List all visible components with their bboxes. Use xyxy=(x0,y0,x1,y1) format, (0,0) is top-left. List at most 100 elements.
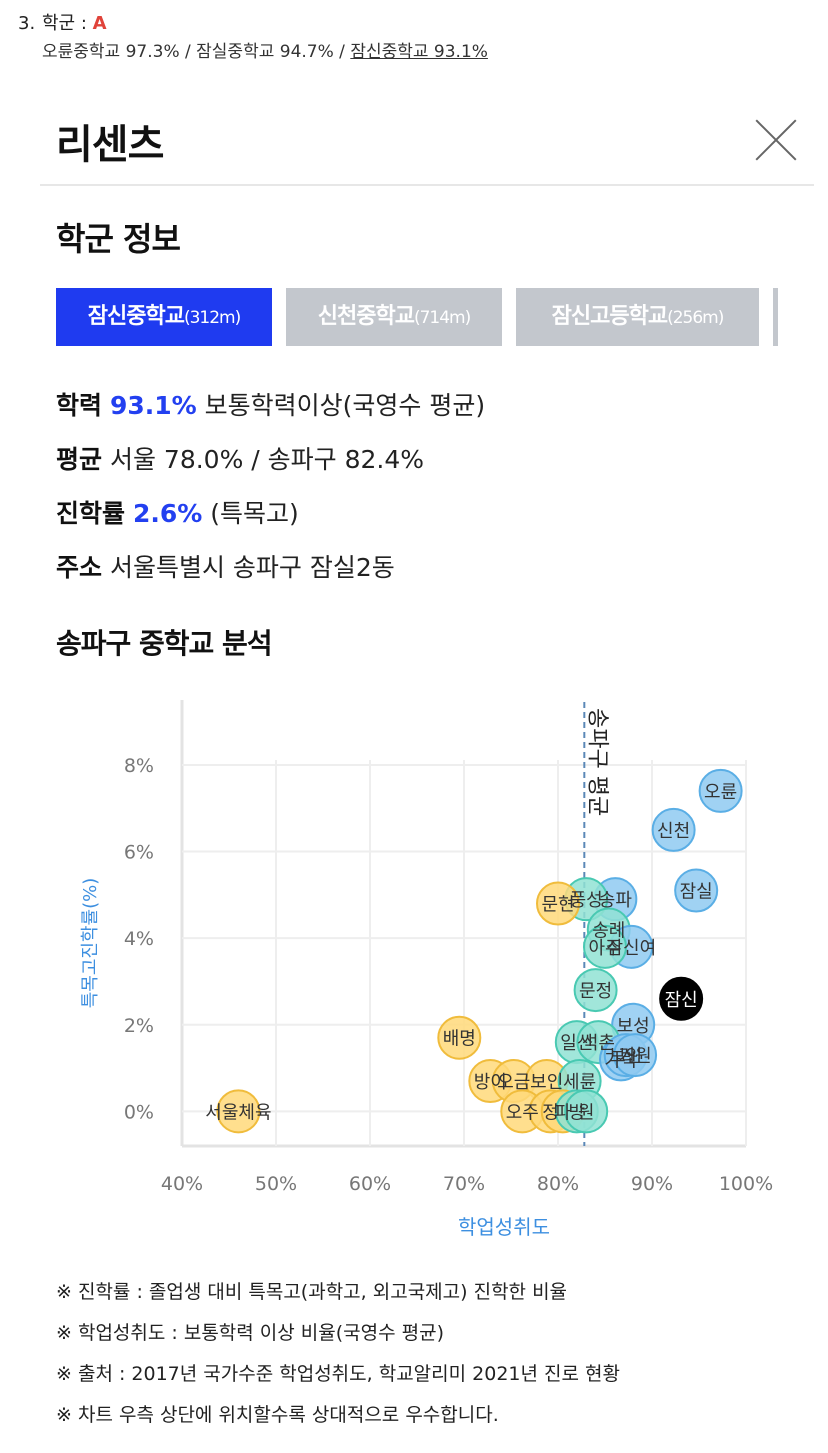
info-achievement: 학력 93.1% 보통학력이상(국영수 평균) xyxy=(56,386,485,422)
point-label: 오주 xyxy=(506,1102,539,1123)
point-label: 서울체육 xyxy=(205,1102,271,1123)
x-tick-label: 80% xyxy=(537,1173,579,1195)
point-18 xyxy=(613,1033,658,1078)
point-label: 석촌 xyxy=(582,1033,615,1054)
info-address: 주소 서울특별시 송파구 잠실2동 xyxy=(56,548,395,584)
point-11 xyxy=(659,976,704,1021)
point-label: 보인 xyxy=(609,1046,642,1067)
point-28 xyxy=(216,1089,261,1134)
info-average: 평균 서울 78.0% / 송파구 82.4% xyxy=(56,440,424,476)
footnote: ※ 출처 : 2017년 국가수준 학업성취도, 학교알리미 2021년 진로 … xyxy=(56,1363,620,1385)
x-tick-label: 70% xyxy=(443,1173,485,1195)
info-label: 진학률 xyxy=(56,499,126,528)
point-label: 잠신여 xyxy=(606,938,656,959)
school-district-summary: 3. 학군 : A 오륜중학교 97.3% / 잠실중학교 94.7% / 잠신중… xyxy=(18,10,488,66)
point-label: 송파 xyxy=(599,890,633,911)
school-rate-2: 잠실중학교 94.7% xyxy=(196,42,334,62)
section-title-analysis: 송파구 중학교 분석 xyxy=(56,627,273,660)
point-2 xyxy=(651,807,696,852)
footnotes: ※ 진학률 : 졸업생 대비 특목고(과학고, 외고국제고) 진학한 비율 ※ … xyxy=(56,1272,620,1436)
footnote: ※ 차트 우측 상단에 위치할수록 상대적으로 우수합니다. xyxy=(56,1404,499,1426)
point-label: 가락 xyxy=(604,1050,637,1071)
x-tick-label: 50% xyxy=(255,1173,297,1195)
list-number: 3. xyxy=(18,13,36,34)
point-label: 파 xyxy=(554,1102,571,1123)
district-label: 학군 : xyxy=(42,13,93,34)
point-label: 세륜 xyxy=(563,1072,596,1093)
district-school-list: 오륜중학교 97.3% / 잠실중학교 94.7% / 잠신중학교 93.1% xyxy=(18,38,488,66)
rate-desc: (특목고) xyxy=(210,499,299,528)
point-label: 배명 xyxy=(443,1029,476,1050)
point-label: 보성 xyxy=(617,1016,650,1037)
y-tick-label: 6% xyxy=(124,842,154,864)
point-label: 방이 xyxy=(474,1072,507,1093)
tab-label: 신천중학교 xyxy=(317,304,415,329)
school-tabs: 잠신중학교(312m) 신천중학교(714m) 잠신고등학교(256m) xyxy=(56,288,778,346)
info-rate: 진학률 2.6% (특목고) xyxy=(56,494,299,530)
district-grade: A xyxy=(92,13,107,34)
tab-next-partial[interactable] xyxy=(773,288,778,346)
point-label: 오금 xyxy=(497,1072,530,1093)
x-axis-title: 학업성취도 xyxy=(458,1215,550,1239)
point-13 xyxy=(437,1015,482,1060)
info-label: 평균 xyxy=(56,445,103,474)
tab-sincheon-middle[interactable]: 신천중학교(714m) xyxy=(286,288,502,346)
scatter-chart: 0% 2% 4% 6% 8% 40% 50% 60% 70% 80% 90% 100% 학업성취도 특목고… xyxy=(80,700,773,1239)
footnote: ※ 학업성취도 : 보통학력 이상 비율(국영수 평균) xyxy=(56,1322,445,1344)
tab-label: 잠신고등학교 xyxy=(551,304,668,329)
point-label: 거원 xyxy=(619,1046,652,1067)
point-label: 보인 xyxy=(530,1072,563,1093)
point-label: 방 xyxy=(569,1102,586,1123)
point-label: 신천 xyxy=(657,821,690,842)
point-label: 정 xyxy=(542,1102,559,1123)
point-3 xyxy=(674,868,719,913)
page-title: 리센츠 xyxy=(56,122,164,168)
close-icon[interactable] xyxy=(752,116,800,164)
achievement-desc: 보통학력이상(국영수 평균) xyxy=(204,391,486,420)
point-9 xyxy=(583,924,627,969)
point-label: 잠신 xyxy=(665,990,698,1011)
separator: / xyxy=(179,42,197,62)
rate-value: 2.6% xyxy=(132,499,203,528)
point-label: 아주 xyxy=(588,938,621,959)
y-axis-title: 특목고진학률(%) xyxy=(80,878,101,1009)
section-title-district-info: 학군 정보 xyxy=(56,220,181,258)
tab-distance: (256m) xyxy=(667,308,724,328)
info-label: 주소 xyxy=(56,553,103,582)
school-rate-1: 오륜중학교 97.3% xyxy=(42,42,180,62)
point-label: 풍성 xyxy=(570,890,603,911)
point-label: 문정 xyxy=(579,981,612,1002)
average-value: 서울 78.0% / 송파구 82.4% xyxy=(109,445,425,474)
y-tick-label: 4% xyxy=(124,928,154,950)
tab-label: 잠신중학교 xyxy=(87,304,185,329)
tab-jamsin-middle[interactable]: 잠신중학교(312m) xyxy=(56,288,272,346)
tab-distance: (312m) xyxy=(183,308,241,328)
school-rate-3[interactable]: 잠신중학교 93.1% xyxy=(350,42,488,62)
point-27 xyxy=(564,1089,609,1134)
divider xyxy=(40,184,814,186)
tab-distance: (714m) xyxy=(413,308,471,328)
tab-jamsin-high[interactable]: 잠신고등학교(256m) xyxy=(516,288,759,346)
y-tick-label: 0% xyxy=(124,1101,154,1123)
point-label: 오륜 xyxy=(704,782,737,803)
point-label: 원 xyxy=(578,1102,595,1123)
x-tick-label: 100% xyxy=(719,1173,773,1195)
point-label: 잠실 xyxy=(680,882,713,903)
point-label: 송례 xyxy=(592,920,625,941)
footnote: ※ 진학률 : 졸업생 대비 특목고(과학고, 외고국제고) 진학한 비율 xyxy=(56,1281,568,1303)
achievement-value: 93.1% xyxy=(109,391,197,420)
point-1 xyxy=(698,768,743,813)
y-tick-label: 2% xyxy=(124,1015,154,1037)
address-value: 서울특별시 송파구 잠실2동 xyxy=(109,553,395,582)
point-10 xyxy=(573,968,618,1013)
x-tick-label: 40% xyxy=(161,1173,203,1195)
separator: / xyxy=(333,42,351,62)
point-label: 일신 xyxy=(560,1033,593,1054)
y-tick-label: 8% xyxy=(124,755,154,777)
info-label: 학력 xyxy=(56,391,103,420)
district-average-label: 송파구 평균 xyxy=(584,708,609,816)
point-6 xyxy=(536,881,580,926)
x-tick-label: 90% xyxy=(631,1173,673,1195)
point-label: 문현 xyxy=(541,895,574,916)
x-tick-label: 60% xyxy=(349,1173,391,1195)
